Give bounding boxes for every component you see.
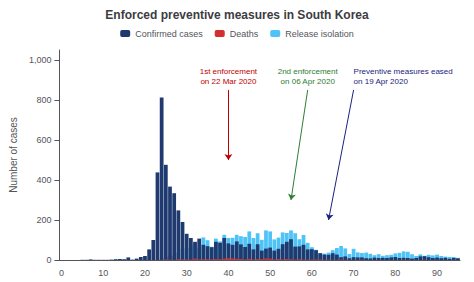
svg-text:Enforced preventive measures i: Enforced preventive measures in South Ko… [105,8,369,22]
svg-text:on 19 Apr 2020: on 19 Apr 2020 [354,77,409,86]
svg-text:10: 10 [98,268,108,278]
svg-text:40: 40 [223,268,233,278]
svg-text:400: 400 [36,175,51,185]
svg-text:on 06 Apr 2020: on 06 Apr 2020 [281,77,336,86]
svg-text:80: 80 [390,268,400,278]
svg-text:Number of cases: Number of cases [8,117,19,193]
svg-text:0: 0 [59,268,64,278]
svg-text:30: 30 [182,268,192,278]
svg-text:60: 60 [307,268,317,278]
svg-text:Release isolation: Release isolation [285,29,354,39]
svg-text:Deaths: Deaths [230,29,259,39]
svg-text:Preventive measures eased: Preventive measures eased [354,67,453,76]
svg-text:Confirmed cases: Confirmed cases [135,29,203,39]
svg-text:90: 90 [432,268,442,278]
svg-text:600: 600 [36,135,51,145]
svg-text:1st enforcement: 1st enforcement [200,67,258,76]
svg-text:50: 50 [265,268,275,278]
svg-text:200: 200 [36,215,51,225]
svg-text:20: 20 [140,268,150,278]
svg-text:2nd enforcement: 2nd enforcement [278,67,339,76]
svg-text:70: 70 [349,268,359,278]
svg-text:800: 800 [36,95,51,105]
svg-text:1,000: 1,000 [29,55,52,65]
svg-text:on 22 Mar 2020: on 22 Mar 2020 [200,77,257,86]
svg-text:0: 0 [46,255,51,265]
